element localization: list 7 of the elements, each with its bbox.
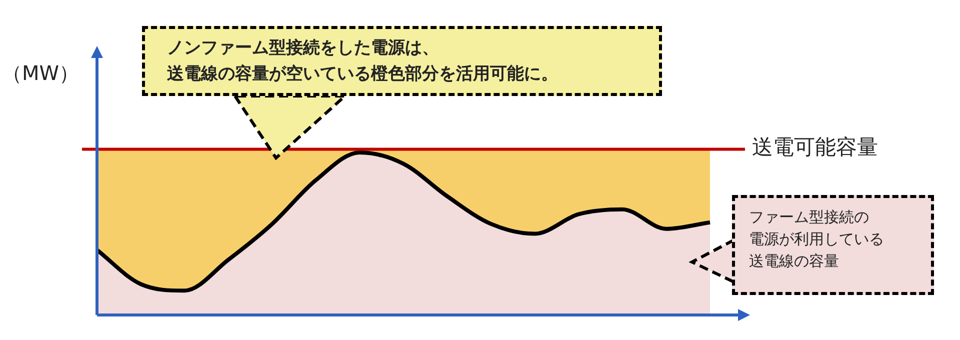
text: 送電線の容量 — [749, 251, 840, 272]
text: ノンファーム型接続をした電源は、 — [167, 37, 440, 60]
text: 電源が利用している — [749, 229, 885, 250]
text: 送電線の容量が空いている橙色部分を活用可能に。 — [167, 63, 559, 86]
ref-line-label: 送電可能容量 — [752, 134, 878, 161]
text: ファーム型接続の — [749, 207, 870, 228]
y-axis-title: （MW） — [2, 60, 80, 87]
